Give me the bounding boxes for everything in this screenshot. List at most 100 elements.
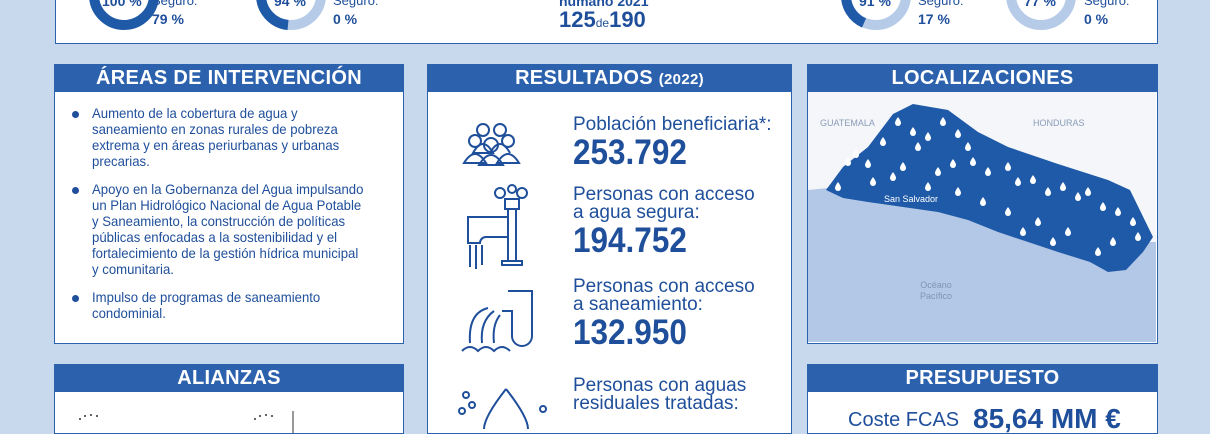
idh-label: humano 2021 <box>559 0 649 9</box>
drop <box>1085 187 1091 196</box>
drop <box>925 182 931 191</box>
drops <box>835 117 1141 256</box>
bullet-text: públicas enfocadas a la sostenibilidad y… <box>92 229 338 245</box>
panel-title: RESULTADOS (2022) <box>428 65 791 92</box>
idh-de: de <box>595 16 610 30</box>
drop <box>970 157 976 166</box>
donut <box>841 0 911 30</box>
drop <box>1045 187 1051 196</box>
bullet-text: condominial. <box>92 305 166 321</box>
drop <box>1115 207 1121 216</box>
drop <box>980 197 986 206</box>
logos <box>79 411 294 433</box>
drop <box>890 172 896 181</box>
idh-rank: 125de190 <box>559 7 646 33</box>
drop <box>1095 247 1101 256</box>
top-panel: 100 % Seguro: 79 % 94 % Seguro: 0 % huma… <box>55 0 1158 44</box>
drop <box>1035 217 1041 226</box>
drop <box>853 149 859 158</box>
drop <box>1110 237 1116 246</box>
drop <box>895 117 901 126</box>
drop <box>935 167 941 176</box>
map-label: GUATEMALA <box>820 118 875 128</box>
indicator-secure: 0 % <box>333 11 358 27</box>
drop <box>925 132 931 141</box>
drop <box>955 129 961 138</box>
donut <box>256 0 289 30</box>
drop <box>965 142 971 151</box>
map-label: Pacífico <box>920 291 952 301</box>
result-label: Personas con aguas <box>573 375 747 396</box>
bullet-text: saneamiento en zonas rurales de pobreza <box>92 121 338 137</box>
drop <box>880 137 886 146</box>
indicator-label: Seguro: <box>918 0 964 8</box>
indicator-secure: 0 % <box>1084 11 1109 27</box>
drop <box>1005 207 1011 216</box>
bullet <box>72 295 79 302</box>
indicator-secure: 17 % <box>918 11 950 27</box>
bullet <box>72 187 79 194</box>
tap-icon <box>467 184 528 269</box>
idh-total: 190 <box>609 7 646 32</box>
drop <box>870 177 876 186</box>
drop-icon <box>458 388 547 430</box>
bullet-text: y comunitaria. <box>92 261 174 277</box>
drop <box>1100 202 1106 211</box>
country <box>826 104 1153 272</box>
donut <box>1006 0 1076 30</box>
page: 100 % Seguro: 79 % 94 % Seguro: 0 % huma… <box>54 0 1158 434</box>
drop <box>1030 175 1036 184</box>
bullet-text: y Saneamiento, la construcción de políti… <box>92 213 346 229</box>
result-value: 194.752 <box>573 221 687 260</box>
map-label: HONDURAS <box>1033 118 1085 128</box>
presupuesto-panel: PRESUPUESTO Coste FCAS 85,64 MM € <box>807 364 1158 434</box>
drop <box>845 157 851 166</box>
result-label: a agua segura: <box>573 202 700 223</box>
drop <box>955 187 961 196</box>
drop <box>985 167 991 176</box>
icons <box>458 123 547 430</box>
drop <box>1050 237 1056 246</box>
panel-title: ÁREAS DE INTERVENCIÓN <box>55 65 403 92</box>
pipe-icon <box>461 290 533 353</box>
result-label: Personas con acceso <box>573 184 755 205</box>
donuts <box>89 0 1076 30</box>
map: GUATEMALA HONDURAS San Salvador Océano P… <box>808 92 1156 342</box>
drop <box>900 162 906 171</box>
drop <box>1130 217 1136 226</box>
panel-title: ALIANZAS <box>55 365 403 392</box>
bullet-text: fortalecimiento de la gestión hídrica mu… <box>92 245 359 261</box>
drop <box>915 142 921 151</box>
bullet-text: precarias. <box>92 153 150 169</box>
drop <box>1135 232 1141 241</box>
areas-panel: ÁREAS DE INTERVENCIÓN Aumento de la cobe… <box>54 64 404 344</box>
indicator-value: 77 % <box>1024 0 1056 9</box>
bullet-text: Aumento de la cobertura de agua y <box>92 105 298 121</box>
indicator-value: 100 % <box>102 0 142 9</box>
people-icon <box>462 123 521 166</box>
idh-rank: 125 <box>559 7 596 32</box>
panel-title: PRESUPUESTO <box>808 365 1157 392</box>
drop <box>940 117 946 126</box>
title: RESULTADOS <box>515 67 653 89</box>
budget-value: 85,64 MM € <box>973 403 1121 434</box>
indicator-value: 94 % <box>274 0 306 9</box>
bullet-text: un Plan Hidrológico Nacional de Agua Pot… <box>92 197 362 213</box>
resultados-panel: RESULTADOS (2022) Población beneficiaria… <box>427 64 792 434</box>
year: (2022) <box>658 71 704 88</box>
drop <box>910 127 916 136</box>
drop <box>1020 227 1026 236</box>
result-label: a saneamiento: <box>573 294 703 315</box>
drop <box>1060 182 1066 191</box>
indicator-value: 91 % <box>859 0 891 9</box>
drop <box>835 182 841 191</box>
drop <box>1065 227 1071 236</box>
result-label: residuales tratadas: <box>573 393 739 414</box>
drop <box>865 159 871 168</box>
drop <box>1015 177 1021 186</box>
drop <box>950 159 956 168</box>
localizaciones-panel: LOCALIZACIONES GUATEMALA HONDURAS San Sa… <box>807 64 1158 344</box>
indicator-label: Seguro: <box>333 0 379 8</box>
donut <box>841 0 867 28</box>
budget-label: Coste FCAS <box>848 409 960 431</box>
